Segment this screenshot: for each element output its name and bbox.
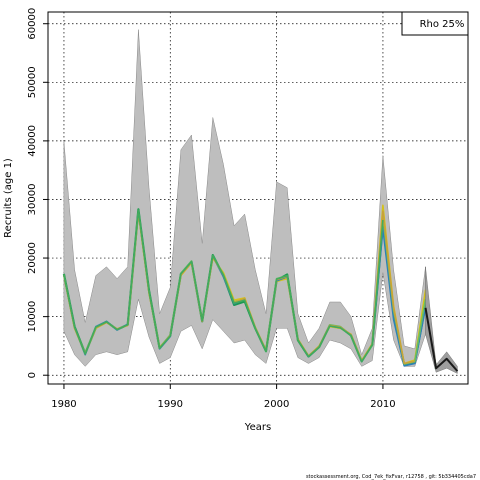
series-line-6 [63,209,384,363]
y-tick-label: 10000 [27,301,38,333]
series-lines [62,204,438,370]
y-tick-label: 40000 [27,125,38,157]
axes: 1980 1990 2000 2010 0 10000 20000 30000 40000 500… [27,8,396,410]
y-tick-label: 60000 [27,8,38,40]
y-tick-label: 50000 [27,66,38,98]
footer-note: stockassessment.org, Cod_7ek_fixFvar, r1… [306,474,476,480]
legend-box [401,11,469,36]
terminal-line [424,307,459,372]
terminal-band [425,266,458,374]
x-axis-label: Years [244,422,271,433]
legend-text: Rho 25% [420,19,465,30]
y-tick-label: 20000 [27,242,38,274]
x-tick-label: 1990 [158,399,183,410]
terminal-estimates [424,266,459,374]
y-tick-label: 0 [27,372,38,378]
x-tick-label: 1980 [51,399,76,410]
x-tick-label: 2000 [264,399,289,410]
y-axis-label: Recruits (age 1) [3,158,14,238]
y-tick-label: 30000 [27,184,38,216]
x-tick-label: 2010 [370,399,395,410]
